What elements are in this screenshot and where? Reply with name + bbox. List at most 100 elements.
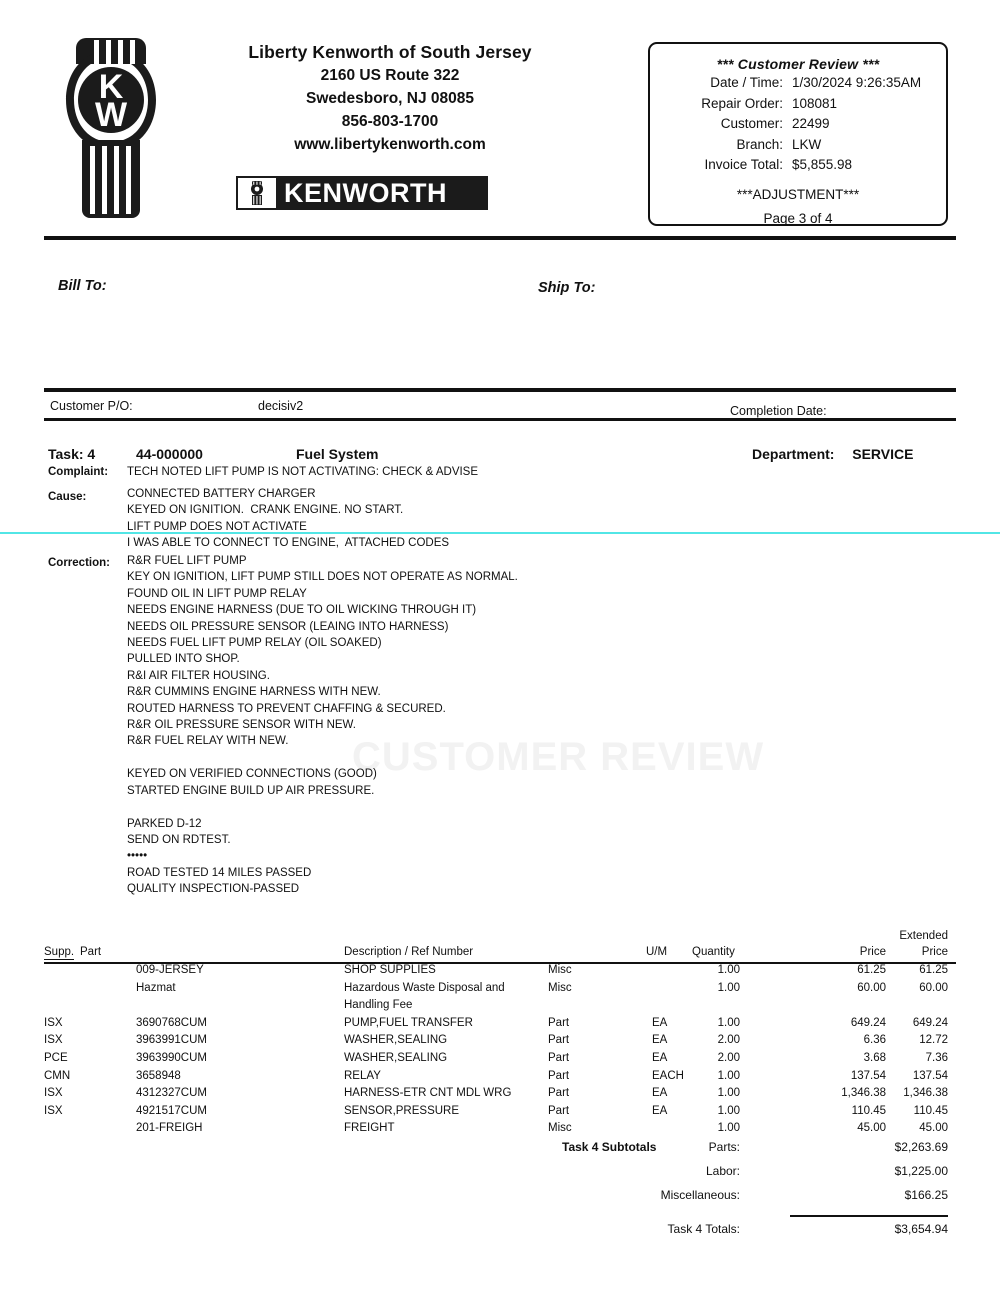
cell-extended: 45.00 [919, 1122, 948, 1135]
cell-type: Misc [548, 1122, 572, 1135]
cell-type: Part [548, 1087, 570, 1100]
cell-quantity: 2.00 [717, 1051, 740, 1064]
totals-divider-rule [790, 1215, 948, 1217]
table-row: 201-FREIGH FREIGHT Misc 1.00 45.00 45.00 [0, 1122, 1000, 1140]
totals-row-labor: Labor: $1,225.00 [0, 1164, 1000, 1188]
company-address-line1: 2160 US Route 322 [320, 67, 460, 84]
header-extended-top: Extended [899, 930, 948, 942]
scan-artifact-line [0, 532, 1000, 534]
cell-description: Handling Fee [344, 999, 413, 1012]
review-value-customer: 22499 [792, 116, 830, 131]
review-row-invoice-total: Invoice Total: $5,855.98 [650, 155, 946, 175]
kenworth-wordmark-text: KENWORTH [284, 177, 447, 208]
cell-extended: 12.72 [919, 1034, 948, 1047]
cell-supp: PCE [44, 1051, 68, 1064]
review-value-branch: LKW [792, 136, 822, 152]
cell-description: WASHER,SEALING [344, 1034, 448, 1047]
totals-value-misc: $166.25 [904, 1188, 948, 1202]
review-row-datetime: Date / Time: 1/30/2024 9:26:35AM [650, 73, 946, 93]
bill-to-label: Bill To: [58, 278, 107, 294]
cell-description: RELAY [344, 1069, 381, 1082]
company-address-line2: Swedesboro, NJ 08085 [306, 90, 474, 107]
cell-quantity: 1.00 [717, 1016, 740, 1029]
cell-extended: 61.25 [919, 964, 948, 976]
cell-type: Misc [548, 964, 572, 976]
table-row: ISX 3963991CUM WASHER,SEALING Part EA 2.… [0, 1034, 1000, 1052]
customer-review-watermark: CUSTOMER REVIEW [352, 735, 765, 779]
customer-review-box: *** Customer Review *** Date / Time: 1/3… [648, 42, 948, 226]
cell-part: 3690768CUM [136, 1016, 207, 1029]
review-label-customer: Customer: [720, 116, 783, 131]
department-value: SERVICE [852, 446, 914, 462]
cell-description: WASHER,SEALING [344, 1051, 448, 1064]
cell-description: SENSOR,PRESSURE [344, 1104, 460, 1117]
address-divider-rule [44, 388, 956, 392]
cell-part: 3658948 [136, 1069, 181, 1082]
cell-extended: 60.00 [919, 981, 948, 994]
cell-price: 649.24 [850, 1016, 886, 1029]
table-row: ISX 4312327CUM HARNESS-ETR CNT MDL WRG P… [0, 1087, 1000, 1105]
cell-extended: 1,346.38 [903, 1087, 948, 1100]
review-value-datetime: 1/30/2024 9:26:35AM [792, 75, 922, 90]
ship-to-label: Ship To: [538, 280, 596, 296]
totals-row-misc: Miscellaneous: $166.25 [0, 1188, 1000, 1212]
totals-value-parts: $2,263.69 [894, 1140, 948, 1154]
cell-extended: 110.45 [913, 1104, 948, 1117]
cell-price: 60.00 [857, 981, 886, 994]
table-row: Hazmat Hazardous Waste Disposal and Misc… [0, 982, 1000, 1000]
totals-block: Task 4 Subtotals Parts: $2,263.69 Labor:… [0, 1140, 1000, 1246]
svg-text:K: K [99, 68, 124, 106]
cell-type: Part [548, 1069, 570, 1082]
cell-um: EA [652, 1051, 668, 1064]
page-indicator: Page 3 of 4 [763, 210, 833, 226]
totals-value-task-total: $3,654.94 [894, 1222, 948, 1236]
cell-um: EACH [652, 1069, 684, 1082]
cell-um: EA [652, 1016, 668, 1029]
header-um: U/M [646, 946, 668, 958]
review-box-title: *** Customer Review *** [716, 56, 880, 72]
cell-part: 3963991CUM [136, 1034, 207, 1047]
cell-extended: 7.36 [925, 1051, 948, 1064]
table-row: PCE 3963990CUM WASHER,SEALING Part EA 2.… [0, 1052, 1000, 1070]
cell-extended: 137.54 [912, 1069, 948, 1082]
totals-label-labor: Labor: [705, 1164, 740, 1178]
table-row: ISX 4921517CUM SENSOR,PRESSURE Part EA 1… [0, 1105, 1000, 1123]
cell-part: 3963990CUM [136, 1051, 207, 1064]
kenworth-wordmark-logo: KENWORTH [236, 176, 488, 210]
cell-extended: 649.24 [912, 1016, 948, 1029]
completion-date-label: Completion Date: [730, 404, 827, 418]
cell-price: 6.36 [863, 1034, 886, 1047]
cell-supp: ISX [44, 1016, 63, 1029]
cell-quantity: 1.00 [717, 1069, 740, 1082]
cell-quantity: 1.00 [717, 981, 740, 994]
adjustment-text: ***ADJUSTMENT*** [736, 186, 860, 202]
header-supp: Supp. [44, 946, 75, 960]
review-label-branch: Branch: [736, 136, 783, 152]
cell-type: Misc [548, 981, 572, 994]
customer-po-value: decisiv2 [258, 399, 304, 413]
task-code: 44-000000 [136, 446, 203, 462]
parts-table-header-row: Supp. Part Description / Ref Number U/M … [0, 928, 1000, 964]
cell-quantity: 1.00 [717, 1122, 740, 1135]
header-quantity: Quantity [692, 946, 735, 958]
review-row-branch: Branch: LKW [650, 135, 946, 155]
cell-type: Part [548, 1016, 570, 1029]
cell-part: 009-JERSEY [136, 964, 204, 976]
company-block: Liberty Kenworth of South Jersey 2160 US… [180, 40, 600, 156]
cell-price: 137.54 [850, 1069, 886, 1082]
cell-supp: CMN [44, 1069, 71, 1082]
correction-text: R&R FUEL LIFT PUMP KEY ON IGNITION, LIFT… [127, 555, 518, 896]
cell-description: Hazardous Waste Disposal and [344, 981, 505, 994]
table-row: 009-JERSEY SHOP SUPPLIES Misc 1.00 61.25… [0, 964, 1000, 982]
company-phone: 856-803-1700 [341, 113, 439, 130]
review-label-repair-order: Repair Order: [701, 95, 783, 111]
review-row-customer: Customer: 22499 [650, 114, 946, 134]
correction-label: Correction: [48, 557, 110, 569]
table-row: CMN 3658948 RELAY Part EACH 1.00 137.54 … [0, 1070, 1000, 1088]
header-extended-bottom: Price [921, 946, 948, 958]
cell-type: Part [548, 1051, 570, 1064]
cell-part: Hazmat [136, 981, 176, 994]
department-field: Department: SERVICE [752, 446, 913, 462]
task-subtotals-label: Task 4 Subtotals [562, 1140, 657, 1154]
